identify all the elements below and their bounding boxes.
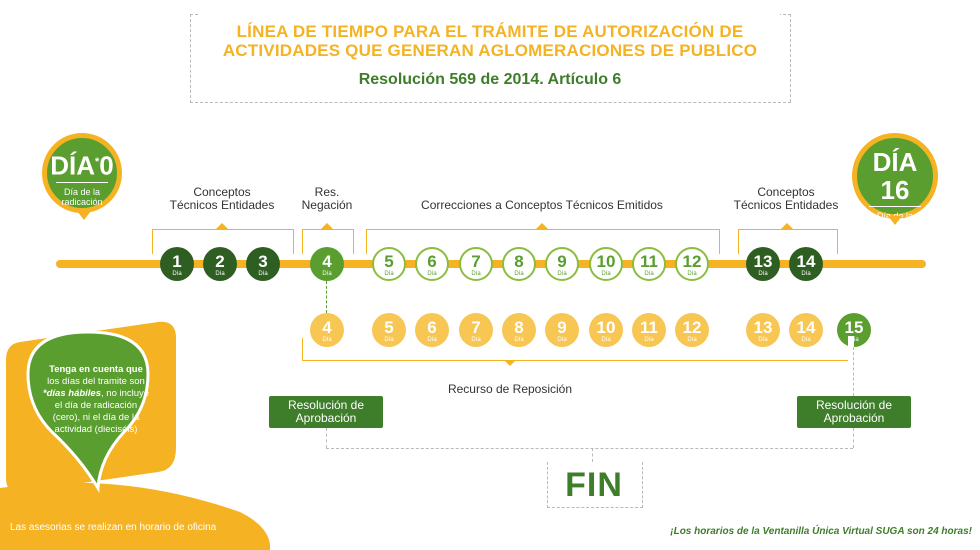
start-badge-title: DÍA bbox=[50, 150, 96, 181]
day-circle-1: 1 Día bbox=[160, 247, 194, 281]
connector-center-down bbox=[592, 448, 593, 462]
day-circle-13: 13 Día bbox=[746, 247, 780, 281]
appeal-day-circle-8: 8 Día bbox=[502, 313, 536, 347]
badge-divider bbox=[869, 206, 921, 207]
bracket-pointer bbox=[216, 223, 228, 229]
connector-right-down bbox=[853, 428, 854, 448]
bracket-res-negacion bbox=[302, 229, 354, 254]
bracket-correcciones bbox=[366, 229, 720, 254]
start-badge-pin bbox=[77, 211, 91, 220]
appeal-day-circle-14: 14 Día bbox=[789, 313, 823, 347]
appeal-day-circle-7: 7 Día bbox=[459, 313, 493, 347]
start-badge-number: 0 bbox=[99, 150, 114, 181]
day-circle-9: 9 Día bbox=[545, 247, 579, 281]
connector-day15-down bbox=[853, 347, 854, 396]
end-badge-pin bbox=[888, 216, 902, 225]
appeal-day-circle-12: 12 Día bbox=[675, 313, 709, 347]
appeal-day-circle-6: 6 Día bbox=[415, 313, 449, 347]
appeal-day-circle-10: 10 Día bbox=[589, 313, 623, 347]
footer-suga-hours: ¡Los horarios de la Ventanilla Única Vir… bbox=[670, 526, 972, 537]
appeal-day-circle-4: 4 Día bbox=[310, 313, 344, 347]
appeal-day-circle-13: 13 Día bbox=[746, 313, 780, 347]
badge-divider bbox=[56, 181, 108, 183]
resolucion-aprobacion-right: Resolución de Aprobación bbox=[797, 396, 911, 428]
appeal-day-circle-11: 11 Día bbox=[632, 313, 666, 347]
day-circle-14: 14 Día bbox=[789, 247, 823, 281]
footer-office-hours: Las asesorias se realizan en horario de … bbox=[10, 522, 217, 533]
header-frame-mask bbox=[200, 12, 780, 16]
day-circle-3: 3 Día bbox=[246, 247, 280, 281]
bracket-pointer bbox=[536, 223, 548, 229]
start-badge-star: * bbox=[95, 156, 100, 168]
day-circle-4: 4 Día bbox=[310, 247, 344, 281]
header-frame-bottom bbox=[190, 102, 791, 103]
start-day-badge: DÍA*0 Día de la radicación bbox=[42, 133, 122, 213]
group-label-correcciones: Correcciones a Conceptos Técnicos Emitid… bbox=[421, 198, 663, 212]
bracket-pointer bbox=[504, 360, 516, 366]
day-circle-11: 11 Día bbox=[632, 247, 666, 281]
day-circle-7: 7 Día bbox=[459, 247, 493, 281]
day-circle-5: 5 Día bbox=[372, 247, 406, 281]
fin-label: FIN bbox=[565, 466, 623, 504]
bracket-conceptos-1 bbox=[152, 229, 294, 254]
bracket-pointer bbox=[781, 223, 793, 229]
fin-frame bbox=[547, 462, 643, 508]
day-circle-12: 12 Día bbox=[675, 247, 709, 281]
appeal-day-circle-5: 5 Día bbox=[372, 313, 406, 347]
page-subtitle: Resolución 569 de 2014. Artículo 6 bbox=[358, 71, 622, 88]
day-circle-10: 10 Día bbox=[589, 247, 623, 281]
group-label-res-negacion: Res. Negación bbox=[301, 185, 353, 212]
day-circle-2: 2 Día bbox=[203, 247, 237, 281]
appeal-day-circle-9: 9 Día bbox=[545, 313, 579, 347]
day-circle-6: 6 Día bbox=[415, 247, 449, 281]
start-badge-caption: Día de la radicación bbox=[61, 186, 103, 207]
header-frame-right bbox=[790, 14, 791, 102]
page-title: LÍNEA DE TIEMPO PARA EL TRÁMITE DE AUTOR… bbox=[222, 22, 758, 60]
appeal-day-circle-15: 15 Día bbox=[837, 313, 871, 347]
note-text: Tenga en cuenta que los días del tramite… bbox=[42, 364, 150, 435]
end-badge-title: DÍA 16 bbox=[872, 147, 918, 205]
bracket-conceptos-2 bbox=[738, 229, 838, 254]
group-label-conceptos-2: Conceptos Técnicos Entidades bbox=[733, 185, 839, 212]
day-circle-8: 8 Día bbox=[502, 247, 536, 281]
bracket-pointer bbox=[321, 223, 333, 229]
bracket-recurso-mask-right bbox=[848, 336, 854, 362]
group-label-conceptos-1: Conceptos Técnicos Entidades bbox=[169, 185, 275, 212]
resolucion-aprobacion-left: Resolución de Aprobación bbox=[269, 396, 383, 428]
connector-left-down bbox=[326, 428, 327, 448]
connector-horizontal bbox=[326, 448, 853, 449]
group-label-recurso: Recurso de Reposición bbox=[447, 382, 573, 396]
connector-day4 bbox=[326, 281, 327, 313]
